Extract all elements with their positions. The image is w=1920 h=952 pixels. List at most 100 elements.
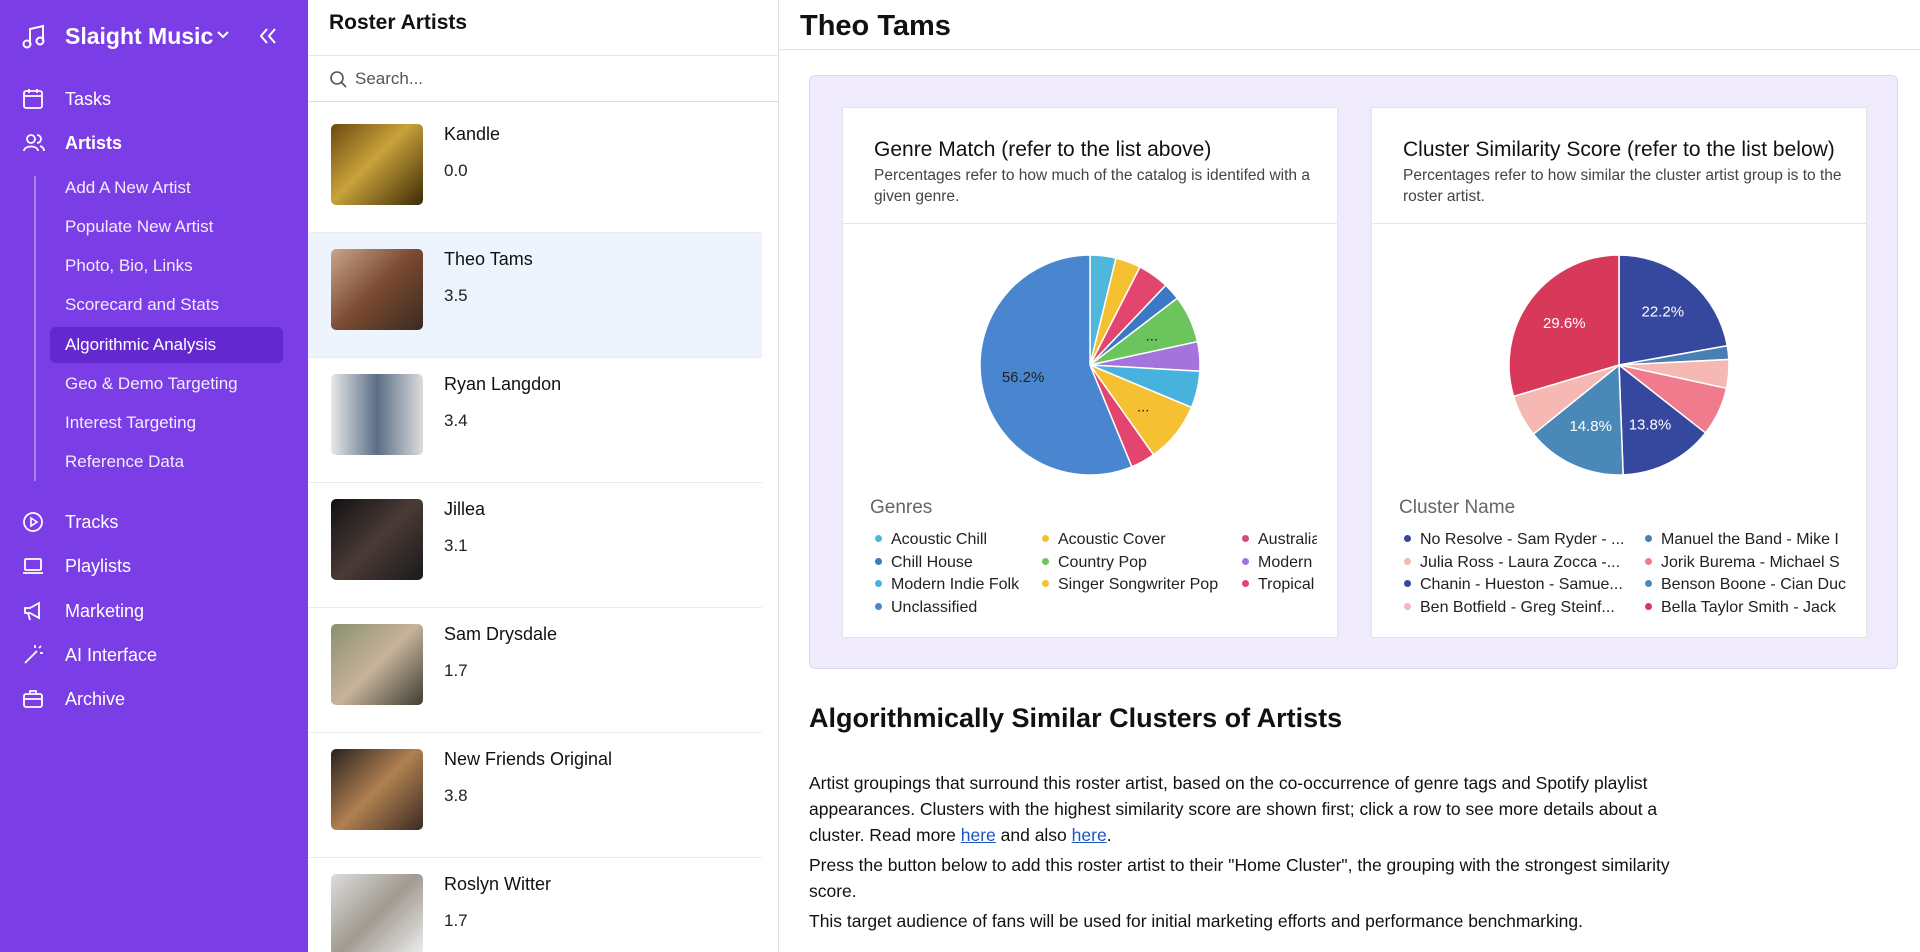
legend-item[interactable]: Benson Boone - Cian Duc — [1644, 574, 1846, 597]
artist-name: Roslyn Witter — [444, 874, 552, 894]
tracks-icon — [23, 512, 43, 532]
legend-item[interactable]: Ben Botfield - Greg Steinf... — [1403, 597, 1644, 620]
divider — [1372, 223, 1866, 224]
chart-card: Cluster Similarity Score (refer to the l… — [1371, 107, 1867, 638]
artist-photo — [331, 624, 423, 705]
legend-swatch — [875, 535, 882, 543]
legend-label: Unclassified — [891, 598, 978, 616]
chart-subtitle: Percentages refer to how similar the clu… — [1403, 167, 1842, 205]
subnav-item[interactable]: Reference Data — [65, 452, 185, 471]
nav-item[interactable]: Archive — [65, 689, 126, 709]
legend-swatch — [875, 580, 882, 588]
legend-item[interactable]: Julia Ross - Laura Zocca -... — [1403, 552, 1644, 575]
tasks-icon — [23, 89, 43, 109]
legend-swatch — [1404, 580, 1411, 588]
link[interactable]: here — [960, 825, 996, 845]
nav-item[interactable]: AI Interface — [65, 645, 158, 665]
legend-item[interactable]: Jorik Burema - Michael S — [1644, 552, 1846, 575]
legend-item[interactable]: Chill House — [874, 552, 1041, 575]
brand[interactable]: Slaight Music — [65, 23, 214, 49]
artist-score: 1.7 — [444, 911, 468, 930]
slice-label: ... — [1146, 327, 1159, 344]
legend-item[interactable]: Country Pop — [1041, 552, 1241, 575]
active-highlight — [50, 327, 283, 363]
artist-photo — [331, 374, 423, 455]
legend-label: Chanin - Hueston - Samue... — [1420, 576, 1623, 593]
link[interactable]: here — [1071, 825, 1107, 845]
legend-item[interactable]: No Resolve - Sam Ryder - ... — [1403, 529, 1644, 552]
legend-item[interactable]: Modern Indie Folk — [874, 574, 1041, 597]
artist-score: 3.8 — [444, 786, 468, 805]
legend-item[interactable]: Modern — [1241, 552, 1317, 575]
slice-label: ... — [1137, 399, 1150, 416]
subnav-item[interactable]: Interest Targeting — [65, 413, 197, 432]
legend-swatch — [1404, 535, 1411, 543]
text: . — [1106, 825, 1112, 845]
subnav-item[interactable]: Add A New Artist — [65, 178, 191, 197]
legend-item[interactable]: Manuel the Band - Mike I — [1644, 529, 1846, 552]
section-title: Algorithmically Similar Clusters of Arti… — [809, 703, 1343, 733]
subnav-item[interactable]: Photo, Bio, Links — [65, 256, 193, 275]
legend-label: Australia — [1258, 531, 1317, 548]
legend-label: Chill House — [891, 553, 973, 571]
subnav-item[interactable]: Populate New Artist — [65, 217, 214, 236]
roster-panel: Roster Artists Search... Kandle 0.0 Theo T… — [308, 0, 779, 952]
sidebar: Slaight Music Tasks Artists Add A New Ar… — [0, 0, 308, 952]
nav-item[interactable]: Tracks — [65, 512, 119, 532]
legend-swatch — [1242, 557, 1249, 565]
legend-label: Modern — [1258, 553, 1313, 571]
artist-score: 3.5 — [444, 286, 468, 305]
legend-label: Modern Indie Folk — [891, 576, 1020, 593]
nav-item[interactable]: Marketing — [65, 601, 145, 621]
nav-item[interactable]: Playlists — [65, 556, 132, 576]
legend-swatch — [1242, 535, 1249, 543]
artist-row[interactable]: Roslyn Witter 1.7 — [308, 858, 762, 952]
legend-swatch — [875, 602, 882, 610]
legend-swatch — [1645, 557, 1652, 565]
nav-item[interactable]: Artists — [65, 133, 123, 153]
subnav-item-active[interactable]: Algorithmic Analysis — [65, 335, 217, 354]
artist-name: Theo Tams — [444, 249, 533, 269]
legend-swatch — [1042, 535, 1049, 543]
subnav-item[interactable]: Scorecard and Stats — [65, 295, 220, 314]
text: and also — [995, 825, 1072, 845]
slice-label: 56.2% — [1002, 369, 1045, 386]
artist-list: Kandle 0.0 Theo Tams 3.5 Ryan Langdon 3.4 Jill… — [308, 108, 762, 952]
legend-item[interactable]: Acoustic Cover — [1041, 529, 1241, 552]
legend-item[interactable]: Chanin - Hueston - Samue... — [1403, 574, 1644, 597]
legend-item[interactable]: Singer Songwriter Pop — [1041, 574, 1241, 597]
legend-label: Acoustic Cover — [1058, 531, 1166, 548]
playlists-icon — [23, 558, 43, 574]
legend-item[interactable]: Acoustic Chill — [874, 529, 1041, 552]
legend-swatch — [875, 557, 882, 565]
artist-name: New Friends Original — [444, 749, 613, 769]
legend-item[interactable]: Tropical — [1241, 574, 1317, 597]
pie-slice — [1508, 254, 1620, 398]
brand-dropdown[interactable] — [216, 30, 230, 40]
artist-row[interactable]: Theo Tams 3.5 — [308, 233, 762, 358]
chart-subtitle: Percentages refer to how much of the cat… — [874, 167, 1310, 205]
artist-name: Kandle — [444, 124, 501, 144]
artist-row[interactable]: Kandle 0.0 — [308, 108, 762, 233]
main-content: Theo Tams Genre Match (refer to the list… — [778, 0, 1920, 952]
logo-icon — [22, 24, 45, 49]
artist-row[interactable]: New Friends Original 3.8 — [308, 733, 762, 858]
nav-item[interactable]: Tasks — [65, 89, 112, 109]
marketing-icon — [24, 601, 40, 621]
artist-row[interactable]: Sam Drysdale 1.7 — [308, 608, 762, 733]
slice-label: 22.2% — [1642, 304, 1685, 321]
search-input[interactable]: Search... — [355, 69, 424, 88]
legend-item[interactable]: Bella Taylor Smith - Jack — [1644, 597, 1846, 620]
legend-label: Benson Boone - Cian Duc — [1661, 576, 1846, 593]
divider — [778, 49, 1920, 50]
chart-title: Cluster Similarity Score (refer to the l… — [1403, 138, 1835, 161]
legend-swatch — [1042, 557, 1049, 565]
legend-swatch — [1404, 602, 1411, 610]
legend-label: Bella Taylor Smith - Jack — [1661, 598, 1836, 616]
subnav-item[interactable]: Geo & Demo Targeting — [65, 374, 238, 393]
legend-item[interactable]: Unclassified — [874, 597, 1041, 620]
artist-row[interactable]: Ryan Langdon 3.4 — [308, 358, 762, 483]
artist-row[interactable]: Jillea 3.1 — [308, 483, 762, 608]
legend-item[interactable]: Australia — [1241, 529, 1317, 552]
collapse-button[interactable] — [258, 27, 278, 45]
